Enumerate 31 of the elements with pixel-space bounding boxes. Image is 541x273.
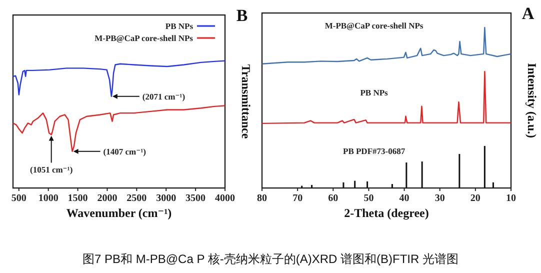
series-label: PB PDF#73-0687 (343, 146, 406, 156)
x-tick-label: 60 (328, 193, 338, 204)
chart-title: B (236, 6, 248, 25)
x-tick-label: 1000 (38, 193, 58, 204)
text: PB NPs (360, 88, 389, 98)
x-tick-label: 50 (364, 193, 374, 204)
x-tick-label: 3000 (156, 193, 176, 204)
x-tick-label: 10 (506, 193, 516, 204)
chart-title: A (522, 4, 535, 23)
x-tick-label: 2000 (97, 193, 118, 204)
x-tick-label: 80 (257, 193, 267, 204)
annotation: (1051 cm⁻¹) (30, 164, 73, 175)
text: M-PB@CaP core-shell NPs (324, 20, 424, 30)
x-tick-label: 40 (399, 193, 410, 204)
x-tick-label: 2500 (126, 193, 147, 204)
annotation: (1407 cm⁻¹) (103, 146, 146, 156)
legend-label: M-PB@CaP core-shell NPs (94, 33, 194, 43)
legend-label: PB NPs (165, 21, 194, 31)
caption: 图7 PB和 M-PB@Ca P 核-壳纳米粒子的(A)XRD 谱图和(B)FTIR 光谱图 (82, 252, 458, 266)
y-axis-title: Intensity (a.u.) (525, 62, 539, 138)
x-tick-label: 70 (292, 193, 303, 204)
x-tick-label: 20 (470, 193, 480, 204)
x-tick-label: 4000 (215, 193, 235, 204)
x-tick-label: 500 (11, 193, 26, 204)
annotation: (2071 cm⁻¹) (142, 91, 186, 102)
x-axis-title: Wavenumber (cm⁻¹) (66, 206, 172, 220)
x-axis-title: 2-Theta (degree) (344, 206, 429, 220)
x-tick-label: 1500 (68, 193, 88, 204)
x-tick-label: 3500 (186, 193, 206, 204)
y-axis-title: Transmittance (239, 64, 253, 140)
x-tick-label: 30 (434, 193, 445, 204)
